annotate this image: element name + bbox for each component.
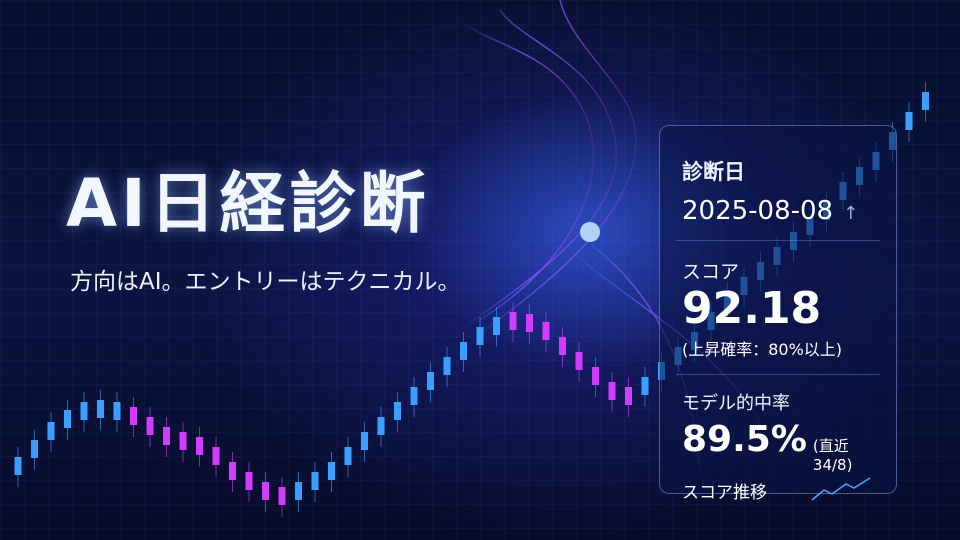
- candle-body: [394, 402, 401, 420]
- candle-body: [608, 382, 616, 400]
- candle-body: [493, 317, 500, 335]
- candle-body: [443, 357, 451, 375]
- tagline: 方向はAI。エントリーはテクニカル。: [70, 269, 461, 295]
- candle-body: [97, 400, 104, 418]
- candle-body: [262, 482, 269, 500]
- score-value: 92.18: [682, 283, 822, 334]
- candle-body: [559, 337, 566, 355]
- date-label: 診断日: [682, 160, 745, 184]
- candle-body: [64, 410, 71, 428]
- candle-body: [922, 92, 929, 110]
- candle-body: [80, 402, 88, 420]
- candle-body: [14, 457, 22, 475]
- candle-body: [229, 462, 236, 480]
- candle-body: [196, 437, 203, 455]
- candle-body: [146, 417, 154, 435]
- accuracy-value: 89.5%: [682, 419, 807, 460]
- accuracy-label: モデル的中率: [682, 393, 790, 414]
- candle-body: [625, 387, 632, 405]
- trend-label: スコア推移: [682, 482, 767, 503]
- candle-body: [31, 440, 38, 458]
- candle-body: [328, 462, 335, 480]
- candle-body: [377, 417, 385, 435]
- candle-body: [592, 367, 599, 385]
- candle-body: [179, 432, 187, 450]
- light-flare: [580, 222, 600, 242]
- candle-body: [905, 112, 913, 130]
- divider: [676, 374, 880, 375]
- sparkline-icon: [811, 477, 871, 501]
- candle-body: [278, 487, 286, 505]
- candle-body: [212, 447, 220, 465]
- candle-body: [460, 342, 467, 360]
- candle-body: [575, 352, 583, 370]
- diagnosis-card: 診断日 2025-08-08 ↑ スコア 92.18 (上昇確率：80%以上) …: [659, 125, 897, 503]
- candle-body: [427, 372, 434, 390]
- score-note: (上昇確率：80%以上): [682, 340, 843, 359]
- candle-body: [163, 427, 170, 445]
- candle-body: [509, 312, 517, 330]
- candle-body: [410, 387, 418, 405]
- candle-body: [311, 472, 319, 490]
- candle-body: [641, 377, 649, 395]
- candle-body: [526, 314, 533, 332]
- page-title: AI日経診断: [66, 165, 430, 242]
- arrow-up-icon: ↑: [843, 203, 859, 224]
- candle-body: [476, 327, 484, 345]
- candle-body: [295, 482, 302, 500]
- candle-body: [245, 472, 253, 490]
- accuracy-note: (直近34/8): [812, 437, 853, 474]
- candle-body: [542, 322, 550, 340]
- candle-body: [130, 407, 137, 425]
- candle-body: [47, 422, 55, 440]
- date-value: 2025-08-08: [682, 196, 834, 226]
- candle-body: [361, 432, 368, 450]
- divider: [676, 240, 880, 241]
- score-label: スコア: [682, 261, 740, 283]
- candle-body: [344, 447, 352, 465]
- candle-body: [113, 402, 121, 420]
